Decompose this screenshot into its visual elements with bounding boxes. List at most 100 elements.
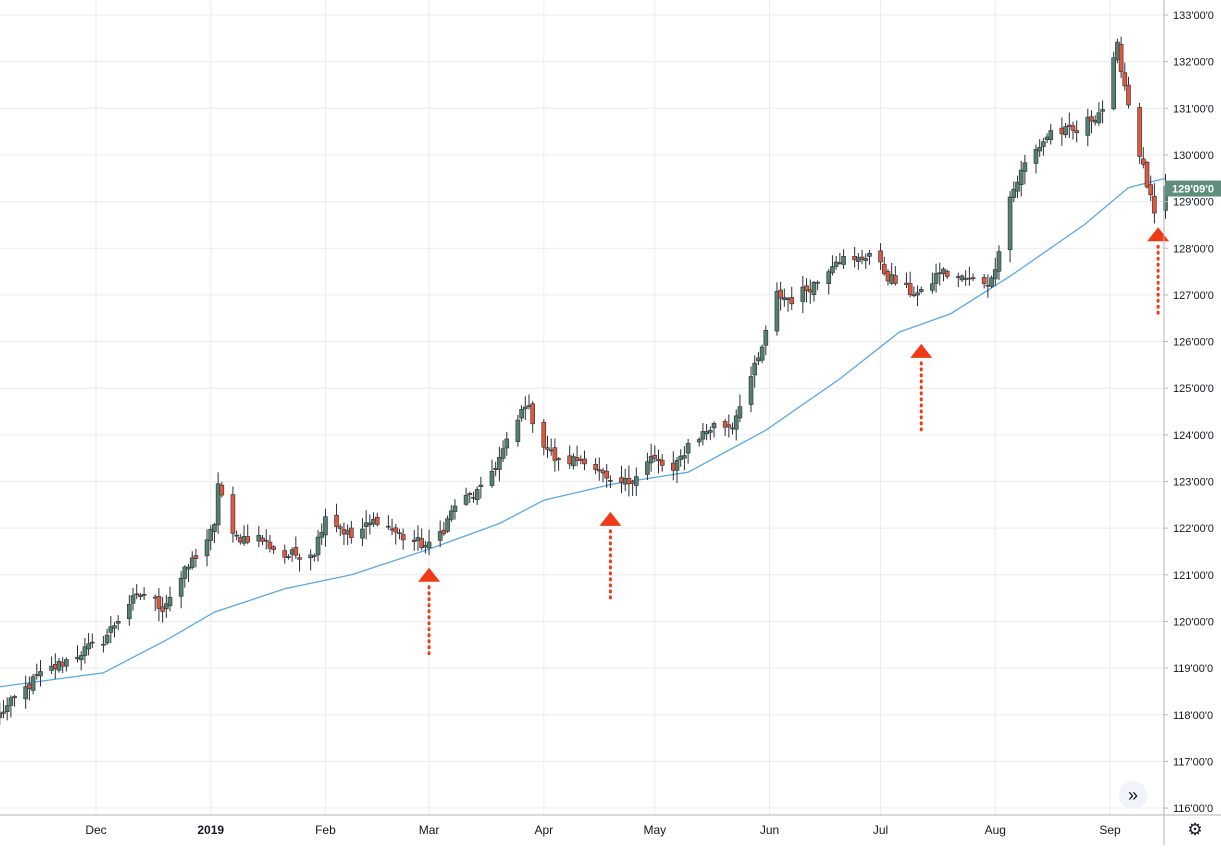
candle-body — [104, 634, 110, 644]
candle-body — [515, 419, 521, 442]
candle-body — [215, 483, 221, 526]
candle-body — [548, 449, 554, 452]
candle-body — [1044, 136, 1050, 141]
candle-body — [471, 497, 476, 499]
candle-body — [478, 484, 484, 488]
candle-body — [789, 297, 795, 305]
candle-body — [12, 696, 17, 699]
candle-body — [193, 555, 199, 559]
candle-body — [474, 489, 480, 501]
moving-average — [0, 177, 1166, 688]
candle-body — [371, 518, 376, 525]
candle-body — [282, 550, 288, 558]
candle-body — [985, 284, 991, 287]
candle-body — [996, 251, 1002, 272]
candle-body — [608, 480, 613, 482]
candle-body — [1111, 57, 1117, 110]
candle-body — [726, 424, 732, 428]
y-tick-label: 133'00'0 — [1173, 10, 1214, 22]
candle-body — [1126, 84, 1131, 106]
candle-body — [1074, 130, 1079, 134]
candle-body — [101, 643, 106, 646]
candle-body — [38, 671, 43, 677]
candle-body — [445, 518, 450, 532]
gear-icon[interactable]: ⚙ — [1187, 820, 1203, 839]
candle-body — [933, 273, 939, 284]
candle-body — [722, 421, 728, 428]
candle-body — [904, 282, 909, 285]
x-tick-label: Dec — [85, 823, 106, 837]
candle-body — [859, 256, 865, 260]
y-tick-label: 129'00'0 — [1173, 197, 1214, 209]
candle-body — [574, 457, 580, 461]
up-arrow-marker — [599, 511, 622, 526]
candle-body — [955, 276, 961, 278]
candle-body — [704, 431, 709, 435]
candle-body — [756, 357, 761, 362]
candle-body — [1085, 116, 1091, 136]
grid — [0, 0, 1164, 815]
candle-body — [678, 455, 684, 460]
candle-body — [1122, 72, 1128, 87]
candle-body — [571, 456, 576, 467]
candle-body — [334, 514, 339, 528]
candle-body — [881, 263, 887, 275]
candle-body — [138, 594, 143, 598]
candle-body — [112, 625, 117, 629]
candle-body — [989, 277, 994, 287]
candle-body — [530, 403, 535, 425]
candle-body — [234, 534, 239, 537]
candle-body — [56, 660, 62, 671]
candle-body — [0, 712, 3, 718]
candle-body — [815, 281, 820, 284]
candle-body — [970, 277, 976, 280]
candle-body — [708, 429, 713, 433]
candles — [0, 36, 1168, 725]
candle-body — [1115, 41, 1120, 61]
candle-body — [811, 282, 817, 296]
candle-body — [393, 527, 399, 533]
candle-body — [293, 547, 299, 556]
y-tick-label: 130'00'0 — [1173, 150, 1214, 162]
candle-body — [800, 286, 806, 302]
candle-body — [60, 662, 65, 667]
candle-body — [626, 478, 632, 485]
candle-body — [245, 536, 251, 543]
candle-body — [963, 277, 968, 280]
candle-body — [86, 643, 91, 650]
candle-body — [493, 468, 498, 471]
candle-body — [415, 537, 421, 541]
candle-body — [696, 439, 702, 443]
y-tick-label: 117'00'0 — [1173, 756, 1213, 768]
candle-body — [967, 277, 972, 280]
candle-body — [604, 470, 610, 479]
candle-body — [867, 252, 872, 257]
candle-body — [1100, 109, 1105, 112]
candle-body — [1033, 149, 1039, 164]
y-tick-label: 119'00'0 — [1173, 663, 1213, 675]
candle-body — [34, 674, 40, 676]
candle-body — [389, 528, 395, 531]
scroll-to-realtime-button[interactable]: » — [1119, 781, 1147, 809]
candle-body — [578, 459, 584, 461]
candle-body — [634, 476, 639, 486]
candle-body — [648, 456, 654, 464]
candle-body — [782, 297, 787, 301]
candle-body — [337, 526, 343, 529]
candle-body — [833, 261, 839, 267]
candle-body — [208, 528, 214, 541]
candle-body — [852, 255, 857, 261]
candle-body — [130, 595, 136, 604]
candle-body — [1066, 124, 1072, 127]
y-tick-label: 122'00'0 — [1173, 523, 1214, 535]
candle-body — [504, 438, 510, 449]
candle-body — [763, 329, 769, 346]
y-tick-label: 132'00'0 — [1173, 57, 1214, 69]
candle-body — [556, 458, 561, 460]
candle-body — [622, 477, 628, 485]
candle-body — [759, 346, 765, 361]
candle-body — [27, 683, 32, 690]
candle-body — [463, 494, 469, 505]
candle-body — [289, 549, 295, 555]
